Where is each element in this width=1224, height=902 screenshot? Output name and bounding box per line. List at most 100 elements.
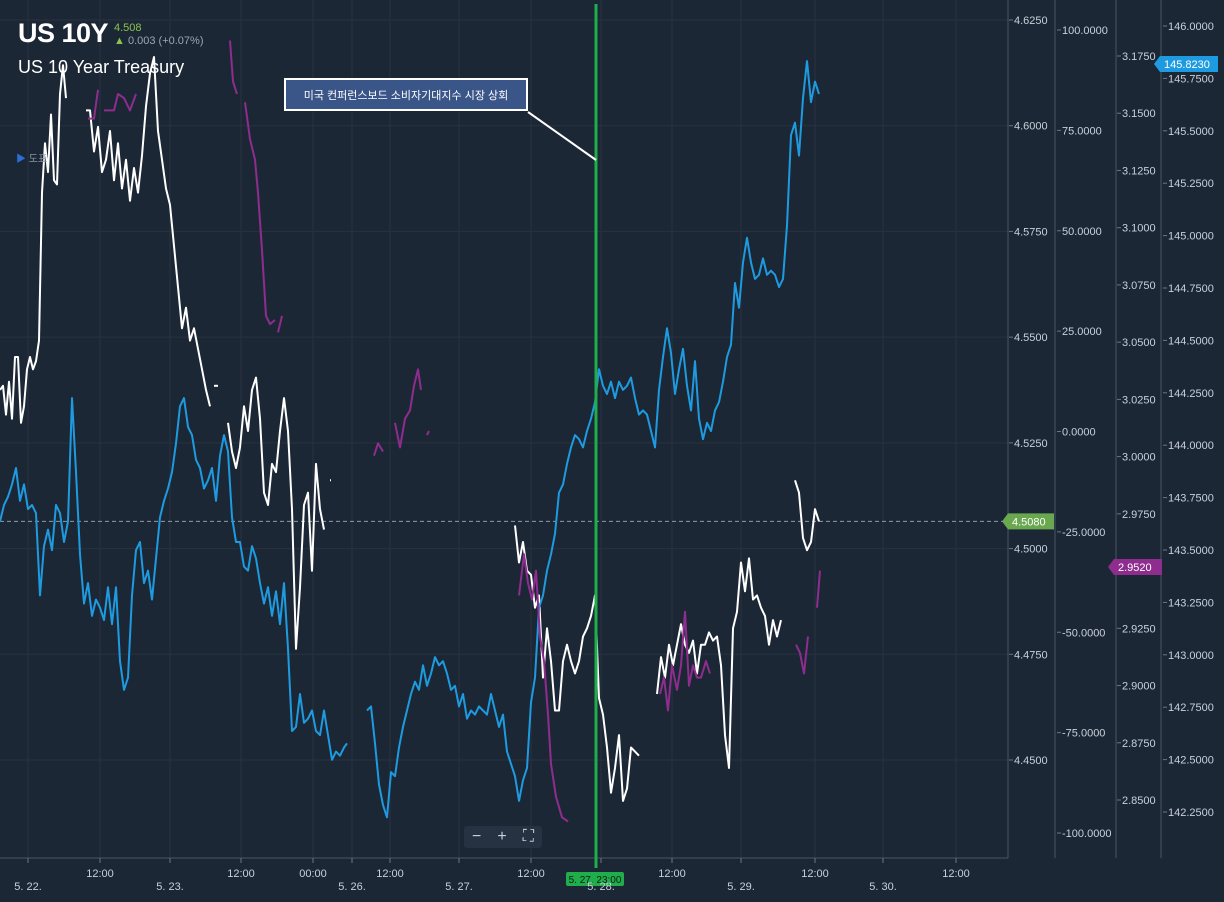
- series-2-line: [518, 553, 569, 823]
- secondary-tick-label: -25.0000: [1062, 527, 1105, 539]
- primary-tick-label: 4.4500: [1014, 755, 1048, 767]
- right-axis-panel: 4.6250 4.6000 4.5750 4.5500 4.5250 4.5000 4.47…: [0, 0, 1218, 859]
- third-tick-label: 3.0000: [1122, 452, 1156, 464]
- x-tick-label: 00:00: [299, 868, 327, 880]
- x-tick-label: 12:00: [801, 868, 829, 880]
- primary-tick-label: 4.6250: [1014, 15, 1048, 27]
- third-tick-label: 3.1000: [1122, 223, 1156, 235]
- series-2-line: [229, 40, 238, 95]
- fourth-tick-label: 146.0000: [1168, 21, 1214, 33]
- series-2-line: [104, 93, 137, 112]
- x-tick-label: 5. 27.: [445, 881, 473, 893]
- x-tick-label: 5. 28.: [587, 881, 615, 893]
- series-2-line: [277, 315, 283, 333]
- third-tick-label: 3.0750: [1122, 280, 1156, 292]
- grid: [0, 0, 1008, 858]
- primary-tick-label: 4.5500: [1014, 332, 1048, 344]
- last-price: 4.508: [114, 22, 142, 34]
- x-tick-label: 12:00: [658, 868, 686, 880]
- series-0-line: [0, 64, 67, 424]
- x-tick-label: 12:00: [376, 868, 404, 880]
- series-2-line: [659, 610, 711, 712]
- fourth-tick-label: 144.2500: [1168, 388, 1214, 400]
- primary-tick-label: 4.6000: [1014, 121, 1048, 133]
- third-tick-label: 3.0250: [1122, 394, 1156, 406]
- zoom-controls: − + ⛶: [464, 826, 542, 848]
- fourth-tick-label: 142.7500: [1168, 702, 1214, 714]
- secondary-tick-label: 0.0000: [1062, 427, 1096, 439]
- series-1-line: [366, 60, 820, 819]
- play-triangle-icon: ▶: [16, 154, 26, 165]
- series-2-line: [426, 430, 430, 436]
- x-tick-label: 12:00: [517, 868, 545, 880]
- x-tick-label: 12:00: [86, 868, 114, 880]
- event-annotation[interactable]: 미국 컨퍼런스보드 소비자기대지수 시장 상회: [284, 78, 528, 111]
- fourth-tick-label: 145.2500: [1168, 178, 1214, 190]
- series-2-line: [394, 368, 422, 449]
- annotation-connector: [527, 111, 597, 161]
- x-tick-label: 5. 29.: [727, 881, 755, 893]
- series-0-line: [514, 525, 640, 802]
- price-change: 0.003 (+0.07%): [127, 35, 204, 47]
- x-tick-label: 12:00: [227, 868, 255, 880]
- fourth-price-tag-text: 145.8230: [1164, 59, 1210, 71]
- series-2-line: [816, 570, 821, 608]
- series-layer: [0, 40, 821, 823]
- third-tick-label: 2.9750: [1122, 509, 1156, 521]
- fullscreen-icon[interactable]: ⛶: [522, 828, 534, 845]
- fourth-tick-label: 143.0000: [1168, 650, 1214, 662]
- event-marker-badge: [566, 872, 624, 886]
- primary-price-tag: 4.5080: [1002, 513, 1054, 530]
- zoom-in-button[interactable]: +: [497, 828, 507, 845]
- fourth-tick-label: 144.7500: [1168, 283, 1214, 295]
- fourth-tick-label: 143.2500: [1168, 597, 1214, 609]
- series-2-line: [795, 636, 809, 675]
- symbol-header: US 10Y: [18, 18, 109, 49]
- secondary-tick-label: -75.0000: [1062, 728, 1105, 740]
- fourth-tick-label: 142.5000: [1168, 755, 1214, 767]
- series-2-line: [244, 102, 276, 326]
- fourth-tick-label: 145.5000: [1168, 126, 1214, 138]
- third-tick-label: 3.1500: [1122, 108, 1156, 120]
- x-axis: 5. 22. 12:00 5. 23. 12:00 00:00 5. 26. 12:00 5.…: [14, 858, 970, 893]
- series-2-line: [373, 442, 384, 457]
- fourth-tick-label: 143.7500: [1168, 493, 1214, 505]
- primary-tick-label: 4.5000: [1014, 544, 1048, 556]
- third-tick-label: 3.1250: [1122, 165, 1156, 177]
- third-tick-label: 2.8500: [1122, 795, 1156, 807]
- event-layer: 5. 27. 23:00: [527, 4, 624, 886]
- third-price-tag-text: 2.9520: [1118, 562, 1152, 574]
- legend-toggle[interactable]: ▶ 도표: [16, 150, 47, 165]
- third-tick-label: 2.8750: [1122, 738, 1156, 750]
- series-1-line: [0, 397, 348, 761]
- series-2-line: [88, 89, 99, 120]
- zoom-out-button[interactable]: −: [472, 828, 482, 845]
- primary-price-tag-shape: [1002, 513, 1054, 530]
- series-0-line: [227, 376, 325, 650]
- series-0-line: [794, 479, 820, 552]
- secondary-tick-label: 50.0000: [1062, 226, 1102, 238]
- fourth-price-tag-shape: [1154, 56, 1218, 72]
- x-tick-label: 12:00: [942, 868, 970, 880]
- secondary-tick-label: 75.0000: [1062, 125, 1102, 137]
- x-tick-label: 5. 23.: [156, 881, 184, 893]
- third-tick-label: 3.0500: [1122, 337, 1156, 349]
- primary-tick-label: 4.4750: [1014, 649, 1048, 661]
- primary-price-tag-text: 4.5080: [1012, 516, 1046, 528]
- up-arrow-icon: ▲: [114, 35, 125, 47]
- fourth-tick-label: 145.0000: [1168, 231, 1214, 243]
- fourth-tick-label: 142.2500: [1168, 807, 1214, 819]
- third-tick-label: 2.9250: [1122, 623, 1156, 635]
- x-tick-label: 5. 30.: [869, 881, 897, 893]
- x-tick-label: 5. 22.: [14, 881, 42, 893]
- fourth-tick-label: 144.5000: [1168, 335, 1214, 347]
- primary-tick-label: 4.5750: [1014, 226, 1048, 238]
- secondary-tick-label: -50.0000: [1062, 627, 1105, 639]
- fourth-tick-label: 143.5000: [1168, 545, 1214, 557]
- secondary-tick-label: 100.0000: [1062, 25, 1108, 37]
- legend-label: 도표: [28, 154, 48, 165]
- quote-box: 4.508 ▲ 0.003 (+0.07%): [114, 22, 203, 48]
- secondary-tick-label: -100.0000: [1062, 828, 1112, 840]
- third-tick-label: 2.9000: [1122, 681, 1156, 693]
